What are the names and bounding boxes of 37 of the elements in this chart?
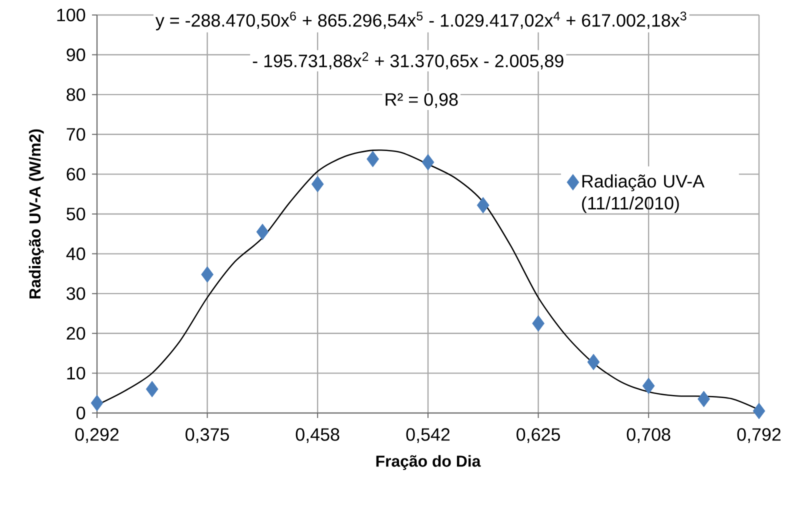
x-tick-label: 0,458 <box>296 428 340 443</box>
y-tick-label: 40 <box>66 247 86 260</box>
x-tick-label: 0,792 <box>737 428 781 443</box>
point <box>90 394 104 412</box>
y-tick-label: 20 <box>66 327 86 340</box>
y-tick-label: 70 <box>66 128 86 141</box>
y-tick-label: 90 <box>66 48 86 62</box>
y-tick-label: 80 <box>66 88 86 101</box>
y-tick-label: 50 <box>66 208 86 220</box>
annotation: y = -288.470,50x$^{6}$ + 865.296,54x$^{5}$ - 1.029.417,02x$^{4}$ + 617.002,18x$^{3}$ <box>155 12 686 30</box>
point <box>311 176 324 192</box>
y-tick-label: 60 <box>66 168 86 181</box>
annotation: R² = 0,98 <box>386 93 458 108</box>
point <box>366 150 379 168</box>
point <box>642 378 655 394</box>
annotation: - 195.731,88x$^{2}$ + 31.370,65x - 2.005,89 <box>252 52 564 70</box>
y-tick-label: 30 <box>66 287 86 300</box>
x-axis-title: Fração do Dia <box>376 455 481 470</box>
point <box>422 154 434 170</box>
point <box>698 390 710 408</box>
x-tick-label: 0,625 <box>516 428 560 443</box>
point <box>201 266 214 283</box>
point <box>532 315 544 332</box>
x-tick-label: 0,375 <box>186 428 229 443</box>
x-tick-label: 0,708 <box>626 428 670 443</box>
y-axis-title: Radiação UV-A (W/m2) <box>28 129 44 298</box>
point <box>587 354 600 370</box>
legend-label: Radiação UV-A (11/11/2010) <box>582 174 705 214</box>
y-tick-label: 100 <box>57 8 86 22</box>
point <box>256 224 269 240</box>
point <box>146 380 158 398</box>
point <box>476 197 490 214</box>
x-tick-label: 0,292 <box>75 428 119 443</box>
y-tick-label: 0 <box>76 406 86 420</box>
y-tick-label: 10 <box>67 366 86 380</box>
x-tick-label: 0,542 <box>406 428 450 443</box>
point <box>752 402 766 420</box>
